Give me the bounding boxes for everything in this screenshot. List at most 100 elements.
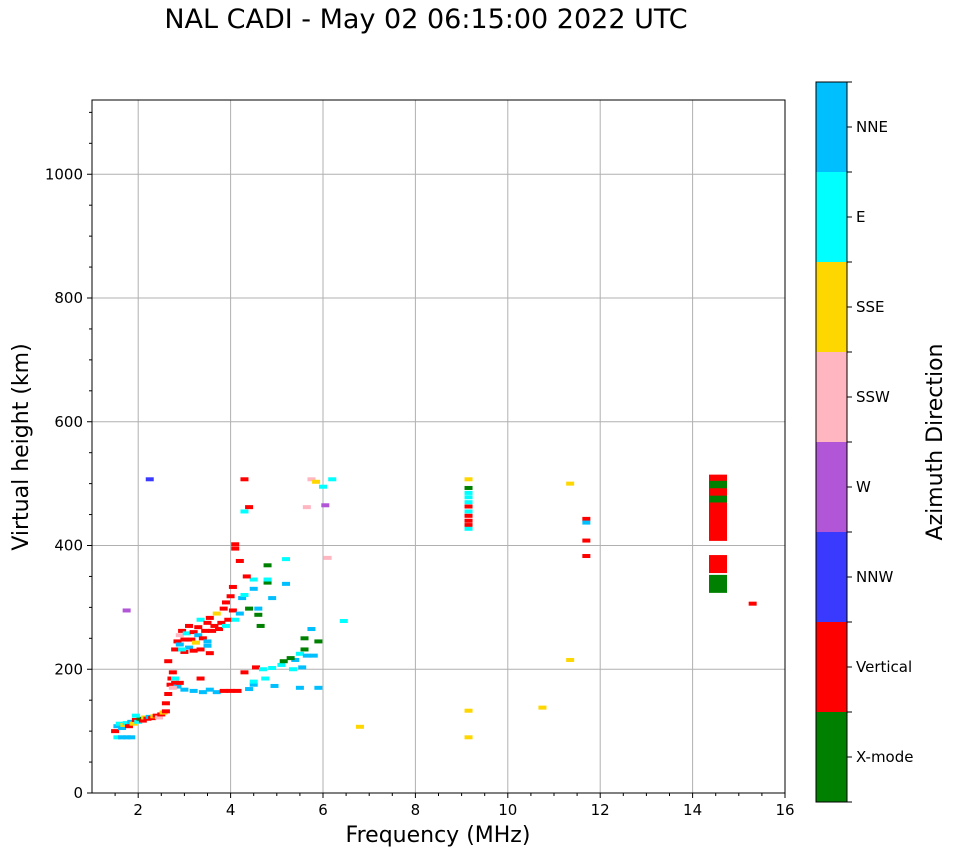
y-tick-label: 0	[73, 784, 83, 802]
data-point	[709, 574, 728, 593]
data-point	[249, 586, 258, 591]
colorbar-segment	[816, 82, 847, 172]
colorbar-category-label: NNW	[856, 568, 893, 586]
data-point	[464, 485, 473, 490]
data-point	[205, 651, 214, 656]
data-point	[208, 628, 217, 633]
data-point	[189, 630, 198, 635]
data-point	[212, 690, 221, 695]
data-point	[282, 557, 291, 562]
x-axis-label: Frequency (MHz)	[346, 823, 531, 848]
data-point	[122, 721, 131, 726]
data-point	[191, 640, 200, 645]
y-tick-label: 600	[54, 413, 83, 431]
data-point	[189, 688, 198, 693]
data-point	[118, 726, 127, 731]
data-point	[203, 643, 212, 648]
data-point	[231, 546, 240, 551]
x-tick-label: 14	[683, 801, 702, 819]
y-axis-label: Virtual height (km)	[9, 343, 34, 550]
data-point	[173, 639, 182, 644]
data-point	[196, 647, 205, 652]
data-point	[122, 608, 131, 613]
data-point	[122, 735, 131, 740]
data-point	[300, 636, 309, 641]
data-point	[171, 680, 180, 685]
colorbar-label: Azimuth Direction	[923, 343, 948, 540]
data-point	[245, 687, 254, 692]
data-point	[228, 608, 237, 613]
data-point	[164, 659, 173, 664]
data-point	[238, 596, 247, 601]
data-point	[279, 659, 288, 664]
colorbar-category-label: NNE	[856, 118, 888, 136]
data-point	[171, 676, 180, 681]
data-point	[175, 680, 184, 685]
data-point	[219, 606, 228, 611]
data-point	[194, 625, 203, 630]
data-point	[219, 688, 228, 693]
data-point	[198, 636, 207, 641]
data-point	[582, 554, 591, 559]
data-point	[245, 606, 254, 611]
data-point	[538, 705, 547, 710]
data-point	[182, 631, 191, 636]
data-point	[185, 623, 194, 628]
data-point	[582, 516, 591, 521]
data-point	[464, 477, 473, 482]
data-point	[307, 627, 316, 632]
data-point	[261, 676, 270, 681]
data-point	[201, 628, 210, 633]
data-point	[178, 647, 187, 652]
data-point	[328, 477, 337, 482]
y-tick-label: 1000	[45, 165, 83, 183]
data-point	[231, 542, 240, 547]
data-point	[582, 538, 591, 543]
colorbar: X-mode Vertical NNW W SSW SSE E NNE	[815, 81, 913, 803]
data-point	[319, 484, 327, 489]
data-point	[221, 623, 230, 628]
data-point	[173, 684, 182, 689]
data-point	[240, 477, 249, 482]
data-point	[307, 477, 316, 482]
data-point	[277, 662, 286, 667]
colorbar-segment	[816, 262, 847, 352]
data-point	[566, 657, 575, 662]
colorbar-segment	[816, 442, 847, 532]
data-point	[464, 495, 473, 500]
data-point	[235, 558, 244, 563]
data-point	[111, 729, 120, 734]
data-point	[198, 690, 207, 695]
data-point	[295, 685, 304, 690]
data-point	[254, 612, 263, 617]
colorbar-segment	[816, 352, 847, 442]
data-point	[180, 687, 189, 692]
data-point	[256, 623, 265, 628]
data-point	[268, 666, 277, 671]
colorbar-category-label: E	[856, 208, 865, 226]
data-point	[212, 611, 221, 616]
data-point	[249, 679, 258, 684]
x-tick-label: 4	[226, 801, 236, 819]
colorbar-segment	[816, 712, 847, 802]
data-point	[464, 490, 473, 495]
colorbar-segment	[816, 532, 847, 622]
data-point	[171, 647, 180, 652]
data-point	[464, 504, 473, 509]
data-point	[154, 715, 163, 720]
colorbar-category-label: SSE	[856, 298, 885, 316]
data-point	[464, 708, 473, 713]
data-point	[300, 647, 309, 652]
data-point	[464, 513, 473, 518]
data-point	[302, 505, 311, 510]
x-tick-label: 2	[133, 801, 143, 819]
data-point	[240, 509, 249, 514]
data-point	[113, 735, 122, 740]
data-point	[185, 645, 194, 650]
data-point	[242, 574, 251, 579]
x-tick-label: 6	[318, 801, 328, 819]
data-point	[113, 724, 122, 729]
colorbar-category-label: SSW	[856, 388, 890, 406]
data-point	[566, 481, 575, 486]
colorbar-category-label: X-mode	[856, 748, 913, 766]
